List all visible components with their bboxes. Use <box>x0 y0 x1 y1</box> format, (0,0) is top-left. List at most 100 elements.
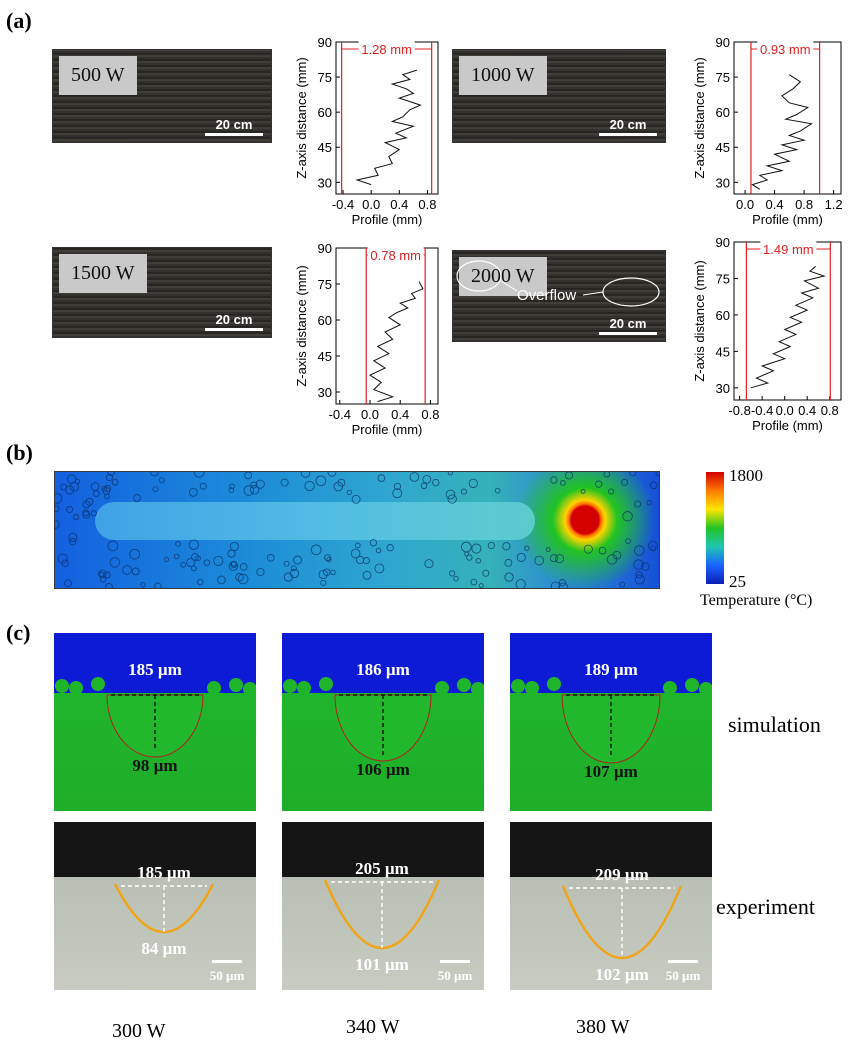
powder-particle <box>516 552 526 562</box>
x-tick-label: 0.4 <box>390 197 408 212</box>
powder-particle <box>409 472 420 482</box>
experiment-300w: 185 µm 84 µm 50 µm <box>54 822 256 990</box>
powder-particle <box>619 581 626 588</box>
powder-blob <box>91 677 105 691</box>
powder-particle <box>549 554 559 563</box>
powder-particle <box>228 561 239 571</box>
powder-particle <box>235 573 244 582</box>
y-tick-label: 30 <box>318 175 332 190</box>
powder-particle <box>68 532 78 542</box>
powder-particle <box>475 558 482 564</box>
x-tick-label: 0.8 <box>821 403 839 418</box>
powder-particle <box>550 476 558 484</box>
melt-pool-boundary <box>334 694 432 762</box>
powder-particle <box>649 481 658 490</box>
powder-particle <box>173 553 180 560</box>
y-tick-label: 60 <box>318 105 332 120</box>
powder-particle <box>622 511 633 522</box>
powder-particle <box>82 510 91 519</box>
powder-particle <box>464 551 470 557</box>
experiment-overlay: 205 µm 101 µm 50 µm <box>323 859 472 983</box>
powder-particle <box>140 582 146 588</box>
y-axis-label: Z-axis distance (mm) <box>294 57 309 178</box>
melt-pool-boundary <box>561 694 661 764</box>
exp-depth-label: 102 µm <box>595 965 649 984</box>
powder-particle <box>250 481 258 489</box>
profile-line <box>751 74 813 190</box>
width-label-bg <box>358 40 415 56</box>
powder-particle <box>191 553 199 561</box>
x-tick-label: 0.0 <box>736 197 754 212</box>
experiment-340w: 205 µm 101 µm 50 µm <box>282 822 484 990</box>
powder-blob <box>319 677 333 691</box>
powder-particle <box>629 472 637 477</box>
powder-particle <box>229 541 239 552</box>
powder-particle <box>326 557 332 563</box>
powder-particle <box>650 545 657 552</box>
y-tick-label: 60 <box>716 105 730 120</box>
powder-particle <box>545 547 551 553</box>
powder-particle <box>92 490 100 497</box>
powder-particle <box>244 472 253 480</box>
powder-particle <box>180 561 187 568</box>
powder-particle <box>583 544 593 554</box>
powder-particle <box>131 567 140 576</box>
sim-depth-label: 98 µm <box>132 756 177 775</box>
sim-width-label: 189 µm <box>584 660 638 679</box>
powder-particle <box>362 570 372 580</box>
powder-particle <box>213 555 224 566</box>
powder-particle <box>197 578 204 586</box>
profile-line <box>368 281 424 403</box>
photo-1000w: 1000 W 20 cm <box>452 49 666 143</box>
powder-particle <box>633 559 644 570</box>
scale-bar: 20 cm <box>599 316 657 335</box>
powder-particle <box>105 473 114 482</box>
powder-particle <box>109 557 121 568</box>
powder-particle <box>104 493 110 500</box>
scale-label: 50 µm <box>210 968 245 983</box>
y-tick-label: 90 <box>716 35 730 50</box>
plot-frame <box>335 41 439 195</box>
powder-blob <box>69 681 83 695</box>
plot-frame <box>733 241 842 401</box>
exp-width-label: 205 µm <box>355 859 409 878</box>
simulation-overlay: 185 µm 98 µm <box>55 660 256 775</box>
powder-particle <box>98 569 107 579</box>
powder-particle <box>460 541 472 553</box>
powder-particle <box>104 484 112 492</box>
powder-particle <box>354 542 361 549</box>
simulation-380w: 189 µm 107 µm <box>510 633 712 811</box>
y-tick-label: 90 <box>318 241 332 256</box>
powder-blob <box>243 682 256 696</box>
power-label: 1000 W <box>459 56 547 95</box>
powder-particle <box>85 497 94 506</box>
powder-particle <box>369 539 378 547</box>
y-tick-label: 60 <box>318 313 332 328</box>
powder-particle <box>482 569 490 577</box>
y-tick-label: 45 <box>318 140 332 155</box>
powder-particle <box>60 483 68 491</box>
power-caption-340w: 340 W <box>346 1016 400 1038</box>
powder-particle <box>634 500 642 508</box>
powder-particle <box>580 488 586 494</box>
powder-particle <box>558 579 567 587</box>
powder-particle <box>82 500 91 509</box>
x-tick-label: -0.4 <box>329 407 351 422</box>
colorbar-title: Temperature (°C) <box>700 592 813 609</box>
powder-particle <box>362 557 370 565</box>
powder-particle <box>152 486 159 493</box>
profile-line <box>750 265 826 389</box>
x-axis-label: Profile (mm) <box>352 212 423 227</box>
powder-particle <box>256 567 265 577</box>
powder-particle <box>239 562 248 571</box>
sim-depth-label: 107 µm <box>584 762 638 781</box>
powder-particle <box>515 579 526 588</box>
powder-particle <box>621 478 629 486</box>
powder-particle <box>105 583 113 588</box>
photo-2000w: 2000 W Overflow 20 cm <box>452 250 666 342</box>
experiment-overlay: 185 µm 84 µm 50 µm <box>113 863 245 983</box>
powder-particle <box>73 514 80 521</box>
powder-particle <box>107 540 119 552</box>
powder-particle <box>460 488 467 495</box>
